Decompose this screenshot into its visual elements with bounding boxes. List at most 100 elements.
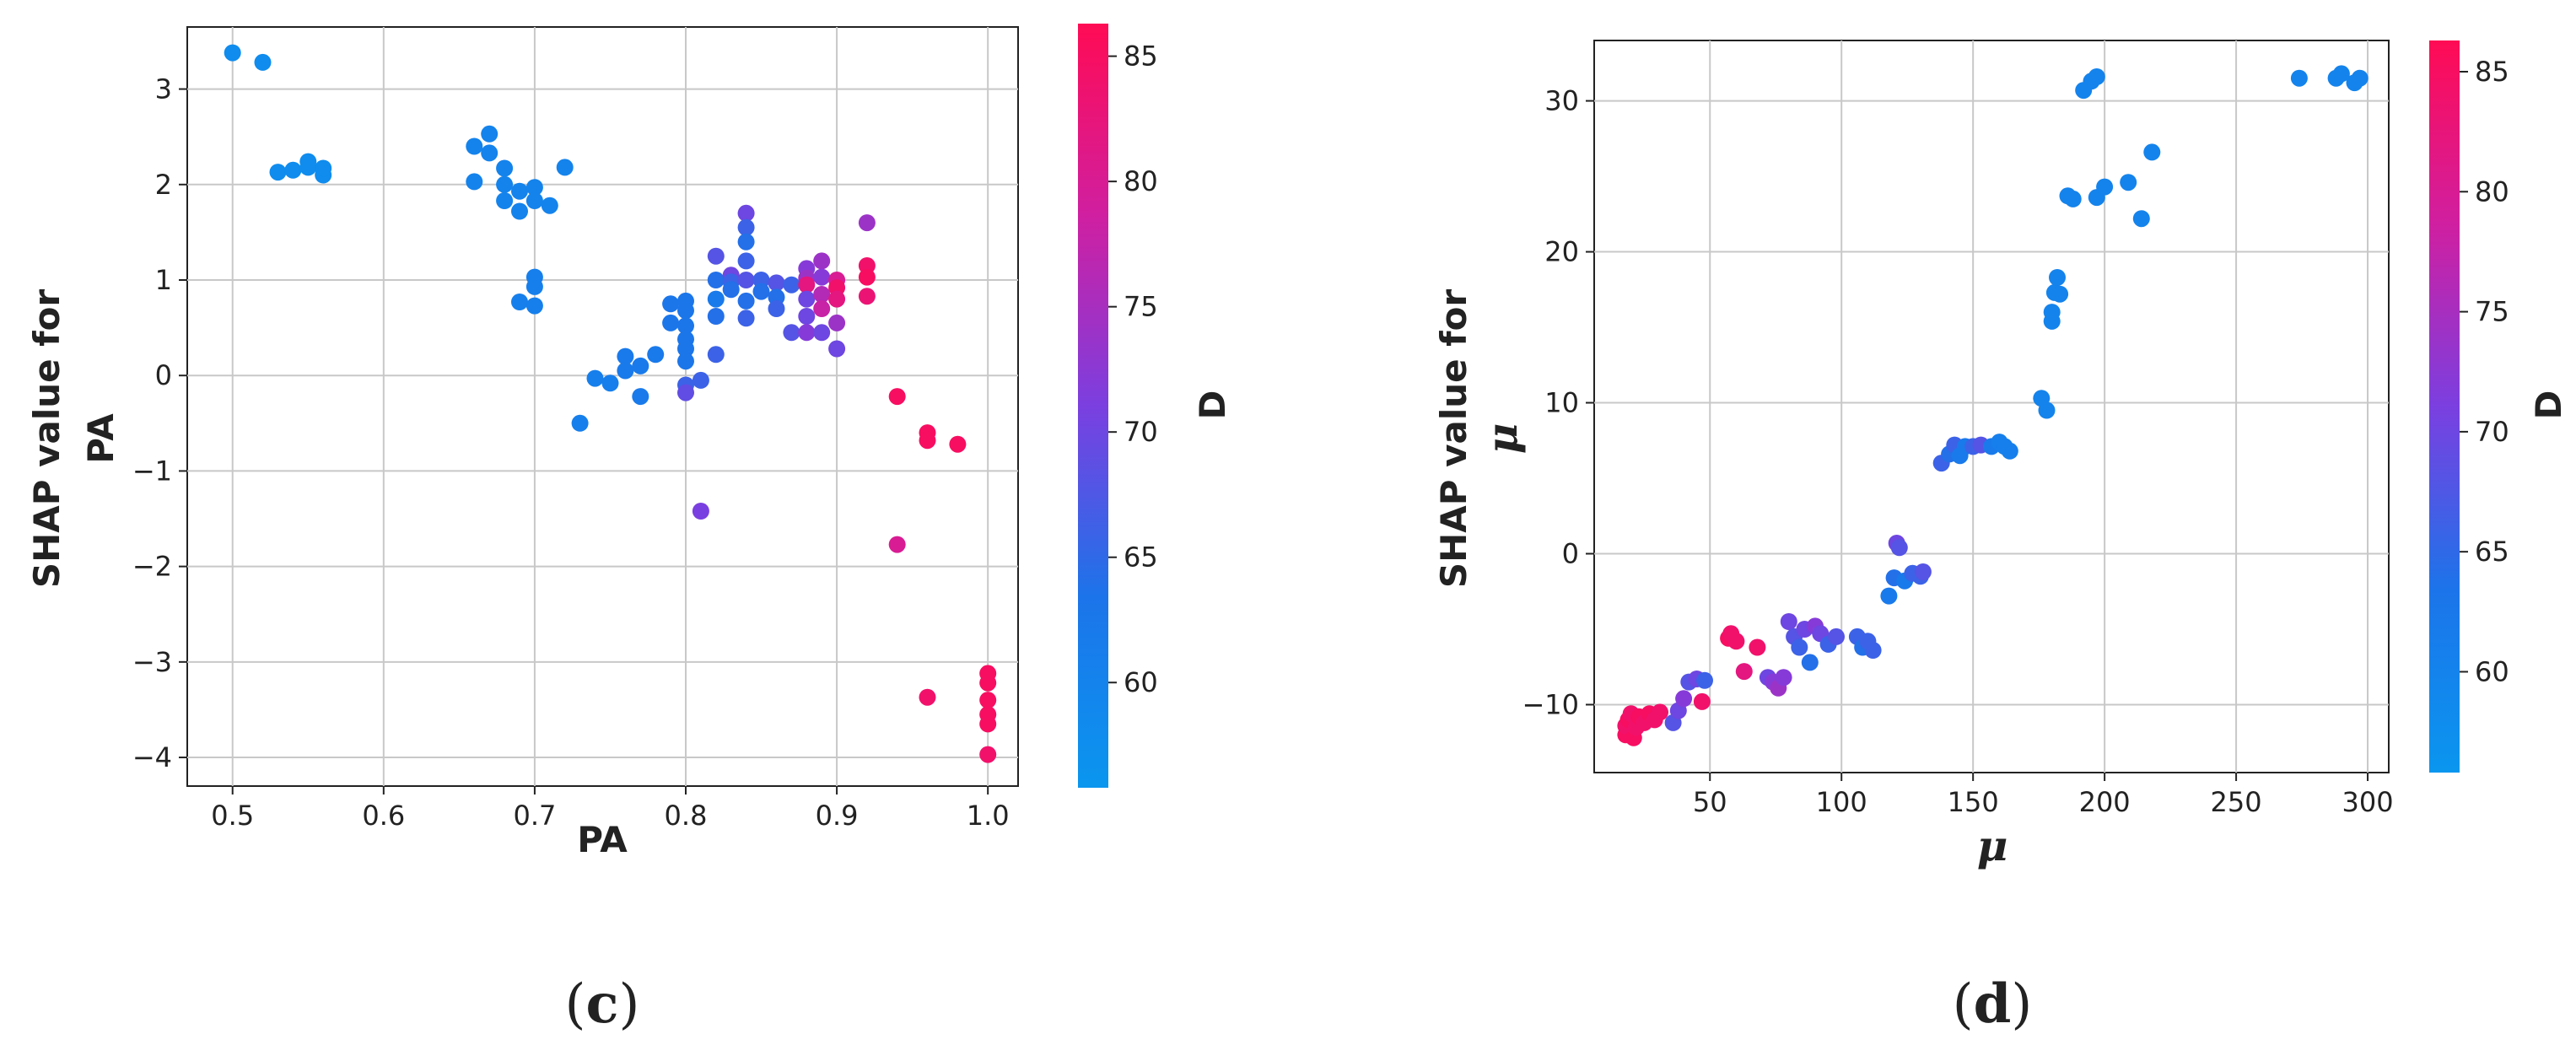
data-point <box>632 388 649 406</box>
colorbar-tick-label: 80 <box>2475 175 2509 207</box>
colorbar-tick-label: 80 <box>1124 165 1158 197</box>
y-tick-label: 1 <box>155 264 172 296</box>
y-tick-label: 0 <box>155 359 172 391</box>
panel-c: 0.5 0.6 0.7 0.8 0.9 1.0 −4 −3 −2 −1 0 1 2 3 PA SHAP … <box>26 24 1233 1036</box>
colorbar <box>1078 24 1108 788</box>
data-point <box>1864 642 1882 659</box>
data-point <box>677 302 694 320</box>
y-tick-label: 10 <box>1544 387 1579 419</box>
x-tick-label: 250 <box>2211 786 2262 818</box>
x-tick-label: 200 <box>2079 786 2131 818</box>
data-point <box>662 314 680 331</box>
panel-caption-d: (d) <box>1953 972 2033 1036</box>
y-tick-label: 3 <box>155 73 172 105</box>
data-point <box>919 432 936 450</box>
data-point <box>224 44 241 62</box>
data-point <box>707 247 725 265</box>
data-point <box>2038 401 2056 419</box>
data-point <box>2096 178 2114 196</box>
data-point <box>828 314 846 331</box>
data-point <box>1780 613 1797 630</box>
x-tick-label: 0.7 <box>513 800 556 832</box>
data-point <box>481 144 498 162</box>
colorbar-ticks: 60 65 70 75 80 85 <box>1108 40 1158 698</box>
data-point <box>2064 190 2082 207</box>
data-point <box>481 125 498 143</box>
colorbar-tick-label: 60 <box>2475 655 2509 687</box>
x-tick-label: 1.0 <box>967 800 1010 832</box>
data-point <box>601 374 619 392</box>
data-point <box>722 281 740 299</box>
y-tick-label: −2 <box>132 551 172 583</box>
colorbar-tick-label: 70 <box>2475 416 2509 448</box>
data-point <box>813 286 831 303</box>
data-point <box>888 388 906 406</box>
data-point <box>1791 638 1808 656</box>
data-point <box>2351 69 2369 87</box>
data-point <box>525 297 543 315</box>
data-point <box>586 369 604 387</box>
y-axis-label-line1: SHAP value for <box>26 289 67 589</box>
data-point <box>1696 671 1713 689</box>
data-point <box>737 218 755 236</box>
x-axis-label: μ <box>1977 821 2008 870</box>
data-point <box>677 340 694 358</box>
x-tick-label: 150 <box>1948 786 1999 818</box>
data-point <box>2001 442 2018 460</box>
colorbar-ticks: 60 65 70 75 80 85 <box>2460 56 2509 687</box>
y-axis-label-group: SHAP value for PA <box>26 289 121 589</box>
points <box>1617 65 2369 746</box>
colorbar-tick-label: 70 <box>1124 416 1158 448</box>
data-point <box>571 414 589 432</box>
y-tick-label: 2 <box>155 169 172 201</box>
y-axis-label-line2: μ <box>1477 423 1527 455</box>
data-point <box>828 340 846 358</box>
data-point <box>1775 669 1792 687</box>
x-ticks: 0.5 0.6 0.7 0.8 0.9 1.0 <box>211 786 1010 832</box>
x-tick-label: 50 <box>1693 786 1727 818</box>
x-axis-label: PA <box>577 819 628 860</box>
data-point <box>979 715 997 733</box>
data-point <box>707 272 725 288</box>
data-point <box>525 179 543 197</box>
data-point <box>813 252 831 270</box>
data-point <box>888 536 906 553</box>
data-point <box>496 159 514 177</box>
y-tick-label: 30 <box>1544 85 1579 117</box>
data-point <box>2120 174 2137 191</box>
colorbar-label: D <box>1192 391 1233 420</box>
data-point <box>768 300 785 317</box>
data-point <box>269 164 287 181</box>
panel-d: 50 100 150 200 250 300 −10 0 10 20 30 μ SHAP valu… <box>1433 40 2569 1036</box>
data-point <box>1675 690 1693 708</box>
data-point <box>752 283 770 300</box>
y-tick-label: 0 <box>1562 537 1579 569</box>
data-point <box>783 276 800 294</box>
x-tick-label: 0.6 <box>362 800 405 832</box>
colorbar-tick-label: 65 <box>1124 541 1158 574</box>
colorbar-tick-label: 85 <box>2475 56 2509 88</box>
y-axis-label-line2: PA <box>80 413 121 464</box>
data-point <box>979 692 997 709</box>
data-point <box>1735 663 1753 681</box>
data-point <box>496 192 514 209</box>
x-tick-label: 0.5 <box>211 800 254 832</box>
data-point <box>617 362 634 380</box>
data-point <box>677 317 694 335</box>
data-point <box>737 310 755 327</box>
data-point <box>919 688 936 706</box>
plot-frame <box>1593 40 2390 773</box>
data-point <box>315 159 332 177</box>
data-point <box>662 295 680 313</box>
colorbar <box>2429 40 2460 773</box>
data-point <box>707 308 725 325</box>
x-tick-label: 300 <box>2342 786 2394 818</box>
data-point <box>2290 69 2308 87</box>
data-point <box>677 384 694 401</box>
data-point <box>1652 703 1668 721</box>
data-point <box>647 346 665 364</box>
data-point <box>1693 692 1711 710</box>
data-point <box>1828 628 1845 645</box>
data-point <box>737 204 755 222</box>
x-tick-label: 0.8 <box>665 800 708 832</box>
